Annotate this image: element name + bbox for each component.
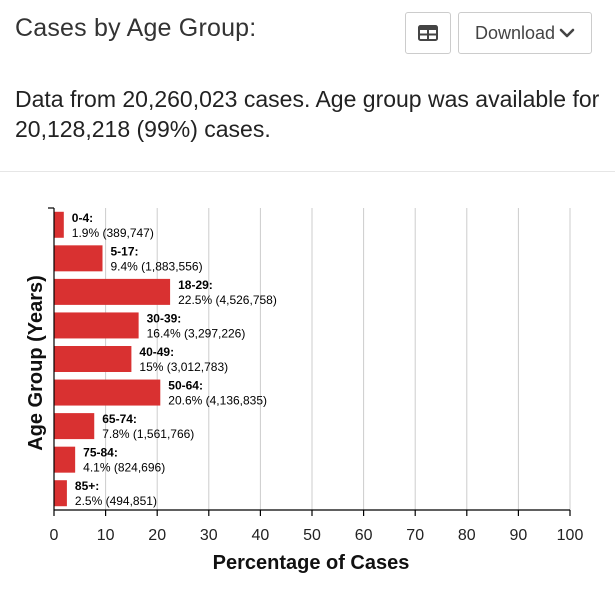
x-tick-label: 60 <box>355 527 373 544</box>
bar-value-label: 20.6% (4,136,835) <box>168 394 267 408</box>
x-tick-label: 20 <box>148 527 166 544</box>
bar <box>54 245 103 272</box>
bar-category-label: 85+: <box>75 479 99 493</box>
age-group-bar-chart: 0 10 20 30 40 50 60 70 80 90 100 0-4:1.9% (389,747)… <box>25 207 584 574</box>
bar <box>54 413 95 440</box>
bar <box>54 446 76 473</box>
x-tick-label: 80 <box>458 527 476 544</box>
bar-value-label: 4.1% (824,696) <box>83 461 165 475</box>
bar-category-label: 18-29: <box>178 278 213 292</box>
bar-value-label: 1.9% (389,747) <box>72 226 154 240</box>
bar-value-label: 7.8% (1,561,766) <box>102 427 194 441</box>
chart-title: Cases by Age Group: <box>15 14 257 42</box>
bar-category-label: 0-4: <box>72 211 93 225</box>
y-axis-title: Age Group (Years) <box>25 275 47 451</box>
divider <box>0 171 615 172</box>
chart-description: Data from 20,260,023 cases. Age group wa… <box>15 86 600 142</box>
x-tick-label: 70 <box>406 527 424 544</box>
bar-value-label: 15% (3,012,783) <box>139 360 228 374</box>
bar <box>54 278 171 305</box>
chart-header: Cases by Age Group: Download Data from 2… <box>0 0 615 170</box>
table-icon <box>418 25 438 41</box>
bar <box>54 211 64 238</box>
bar <box>54 480 67 507</box>
download-button[interactable]: Download <box>458 12 592 54</box>
x-tick-label: 10 <box>97 527 115 544</box>
chevron-down-icon <box>559 28 575 38</box>
bar-category-label: 75-84: <box>83 446 118 460</box>
x-tick-label: 40 <box>252 527 270 544</box>
x-tick-label: 90 <box>510 527 528 544</box>
bar-category-label: 30-39: <box>147 311 182 325</box>
download-label: Download <box>474 22 556 43</box>
bar-category-label: 5-17: <box>111 244 139 258</box>
x-axis-title: Percentage of Cases <box>213 552 410 574</box>
x-tick-label: 0 <box>50 527 59 544</box>
bar-value-label: 16.4% (3,297,226) <box>147 326 246 340</box>
bar <box>54 312 139 339</box>
bar-value-label: 2.5% (494,851) <box>75 494 157 508</box>
x-tick-label: 50 <box>303 527 321 544</box>
table-view-button[interactable] <box>405 12 451 54</box>
bar <box>54 346 132 372</box>
bar-value-label: 22.5% (4,526,758) <box>178 293 277 307</box>
bar-category-label: 40-49: <box>139 345 174 359</box>
x-tick-label: 100 <box>557 527 584 544</box>
x-tick-label: 30 <box>200 527 218 544</box>
bar-category-label: 50-64: <box>168 379 203 393</box>
bar-value-label: 9.4% (1,883,556) <box>111 259 203 273</box>
bar <box>54 379 161 406</box>
bar-category-label: 65-74: <box>102 412 137 426</box>
